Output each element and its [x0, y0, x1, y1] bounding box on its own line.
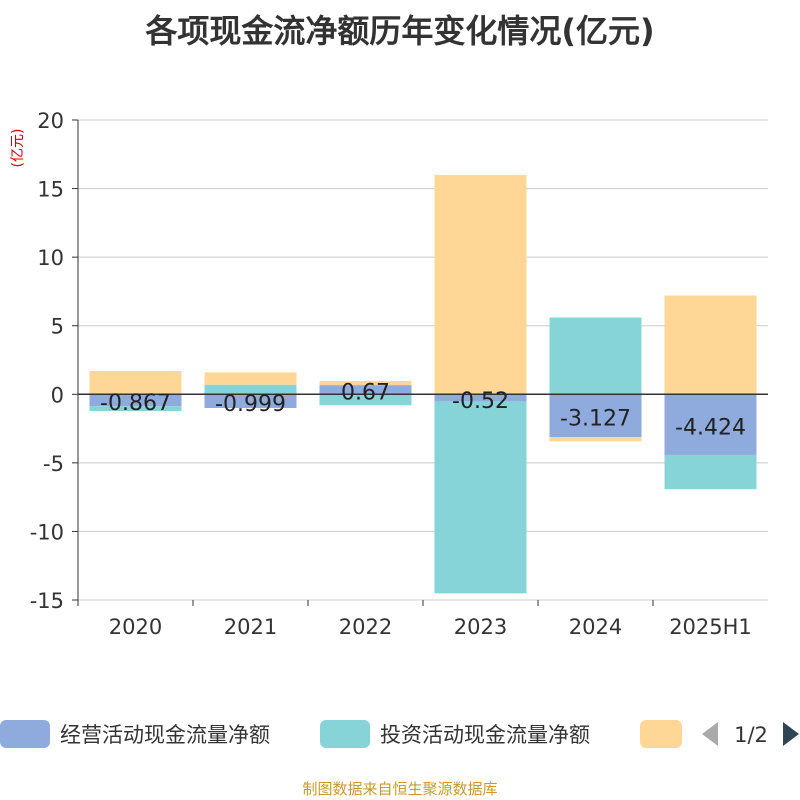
bar-financing-2025H1 — [664, 295, 757, 395]
legend-swatch[interactable] — [320, 720, 370, 748]
chart-title: 各项现金流净额历年变化情况(亿元) — [145, 12, 655, 50]
y-tick-label: 5 — [51, 315, 64, 339]
legend-label[interactable]: 投资活动现金流量净额 — [380, 723, 590, 747]
y-tick-label: 0 — [51, 383, 64, 407]
bar-operating-2025H1 — [664, 394, 757, 455]
legend-prev-icon[interactable] — [702, 722, 718, 746]
data-label-operating: 0.67 — [341, 381, 390, 406]
x-tick-label: 2020 — [109, 615, 162, 639]
x-tick-label: 2021 — [224, 615, 277, 639]
bar-investing-2020 — [89, 406, 182, 411]
y-tick-label: -15 — [30, 589, 64, 613]
y-tick-label: 15 — [37, 178, 64, 202]
bar-operating-2023 — [434, 394, 527, 402]
bar-investing-2021 — [204, 384, 297, 395]
chart-svg: 20 15 10 5 0 -5 -10 -15 (亿元) 2020 2021 2022 2023 2024… — [0, 109, 799, 748]
bar-investing-2022 — [319, 394, 412, 406]
bar-financing-2024 — [549, 437, 642, 442]
x-tick-label: 2023 — [454, 615, 507, 639]
bar-financing-2022 — [319, 380, 412, 386]
bar-investing-2025H1 — [664, 454, 757, 490]
bar-financing-2023 — [434, 174, 527, 395]
bar-operating-2021 — [204, 394, 297, 408]
data-label-operating: -0.867 — [100, 391, 171, 416]
legend-page-indicator: 1/2 — [734, 723, 768, 747]
source-footer: 制图数据来自恒生聚源数据库 — [302, 780, 498, 798]
x-tick-label: 2024 — [569, 615, 622, 639]
y-tick-label: 10 — [37, 246, 64, 270]
y-axis-unit-label: (亿元) — [10, 129, 26, 168]
data-label-operating: -0.999 — [215, 392, 286, 417]
data-label-operating: -0.52 — [452, 389, 509, 414]
bar-operating-2020 — [89, 394, 182, 407]
y-tick-label: -10 — [30, 520, 64, 544]
bar-investing-2024 — [549, 317, 642, 395]
y-tick-label: 20 — [37, 109, 64, 133]
legend-swatch[interactable] — [0, 720, 50, 748]
data-label-operating: -3.127 — [560, 407, 631, 432]
legend-swatch[interactable] — [640, 720, 682, 748]
bar-operating-2022 — [319, 385, 412, 395]
bar-operating-2024 — [549, 394, 642, 438]
bar-financing-2021 — [204, 372, 297, 385]
bar-investing-2023 — [434, 401, 527, 594]
x-tick-label: 2025H1 — [669, 615, 752, 639]
legend-next-icon[interactable] — [783, 722, 799, 746]
data-label-operating: -4.424 — [675, 416, 746, 441]
x-tick-label: 2022 — [339, 615, 392, 639]
y-tick-label: -5 — [43, 452, 64, 476]
bar-financing-2020 — [89, 370, 182, 395]
legend-label[interactable]: 经营活动现金流量净额 — [60, 723, 270, 747]
